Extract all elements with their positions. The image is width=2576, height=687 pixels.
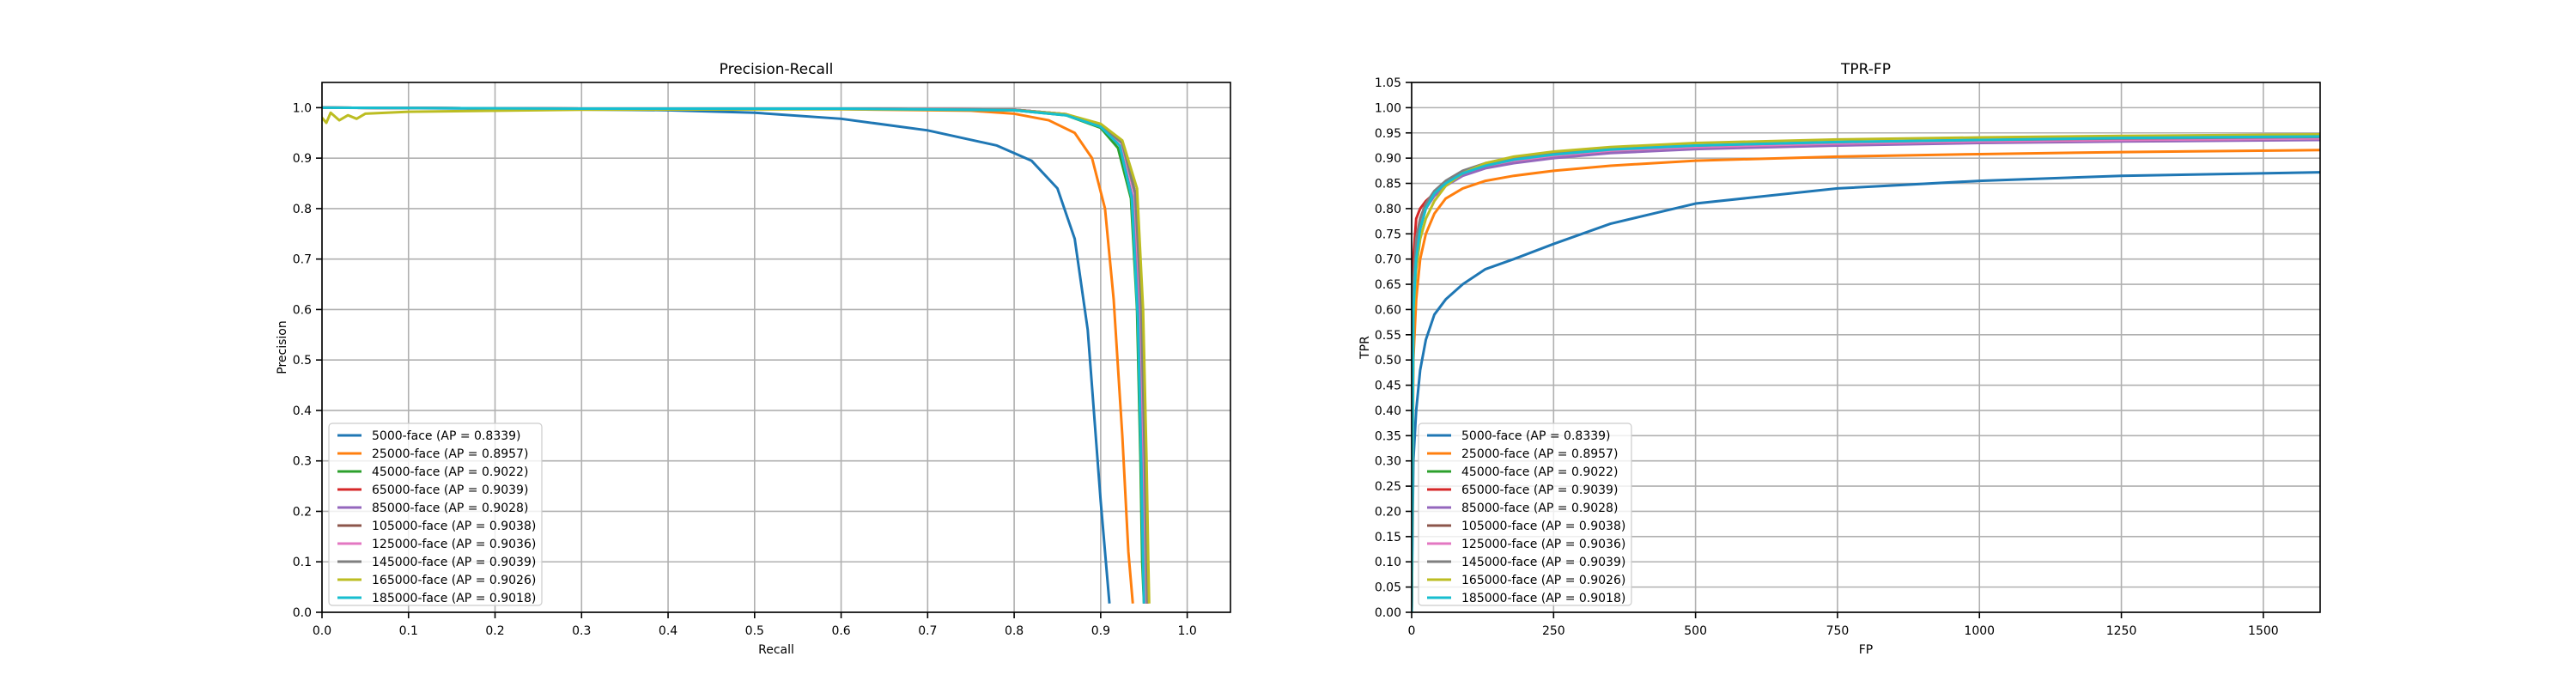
series-line-1 [1412,171,2320,612]
legend-label: 105000-face (AP = 0.9038) [1461,520,1625,533]
series-line-10 [1412,135,2320,612]
series-group [322,106,1151,604]
series-line-9 [1412,133,2320,612]
y-tick-label: 0.3 [293,455,312,469]
x-tick-label: 0.5 [745,624,764,638]
y-tick-label: 0.60 [1375,303,1401,317]
legend-label: 25000-face (AP = 0.8957) [1461,447,1618,461]
x-tick-label: 0.9 [1091,624,1110,638]
x-tick-label: 500 [1684,624,1707,638]
x-tick-label: 0.1 [399,624,418,638]
legend-label: 145000-face (AP = 0.9039) [372,556,536,569]
x-axis-label: Recall [758,643,794,657]
legend-label: 105000-face (AP = 0.9038) [372,520,536,533]
y-tick-label: 0.5 [293,354,312,368]
y-tick-label: 0.25 [1375,480,1401,494]
y-tick-label: 0.2 [293,505,312,519]
legend: 5000-face (AP = 0.8339) 25000-face (AP = … [1418,423,1632,606]
x-tick-label: 0.6 [831,624,850,638]
y-tick-label: 0.90 [1375,152,1401,166]
chart-title: Precision-Recall [720,61,834,78]
y-tick-label: 0.30 [1375,455,1401,469]
y-tick-label: 0.55 [1375,329,1401,343]
y-tick-label: 0.4 [293,404,312,418]
legend-label: 65000-face (AP = 0.9039) [1461,483,1618,497]
legend-label: 45000-face (AP = 0.9022) [1461,465,1618,479]
y-tick-label: 0.70 [1375,253,1401,267]
legend-label: 125000-face (AP = 0.9036) [1461,538,1625,551]
plot-frame [321,82,1231,613]
plot-frame [1411,82,2321,613]
legend-label: 185000-face (AP = 0.9018) [1461,592,1625,605]
x-tick-label: 0.2 [485,624,504,638]
legend: 5000-face (AP = 0.8339) 25000-face (AP = … [328,423,543,606]
y-tick-label: 0.95 [1375,127,1401,141]
legend-label: 165000-face (AP = 0.9026) [1461,574,1625,587]
legend-label: 185000-face (AP = 0.9018) [372,592,536,605]
y-tick-label: 0.45 [1375,380,1401,393]
x-tick-label: 250 [1542,624,1565,638]
y-tick-label: 0.50 [1375,354,1401,368]
chart-title: TPR-FP [1840,61,1891,78]
legend-box [328,423,543,606]
y-tick-label: 0.00 [1375,606,1401,620]
y-tick-label: 0.0 [293,606,312,620]
y-tick-label: 0.15 [1375,531,1401,544]
x-tick-label: 0 [1408,624,1416,638]
x-tick-label: 1000 [1964,624,1995,638]
legend-label: 85000-face (AP = 0.9028) [372,502,528,515]
y-tick-label: 0.9 [293,152,312,166]
x-tick-label: 0.7 [918,624,937,638]
x-tick-label: 0.3 [572,624,591,638]
y-axis-label: TPR [1358,336,1372,360]
y-tick-label: 1.00 [1375,101,1401,115]
y-axis-label: Precision [276,320,289,374]
y-tick-label: 0.6 [293,303,312,317]
x-tick-label: 0.0 [313,624,331,638]
chart-1: 0.0 0.1 0.2 0.3 0.4 0.5 0.6 0.7 0.8 0.9 1.0 0.0 0.1 0… [276,61,1231,657]
y-tick-label: 0.10 [1375,556,1401,569]
y-tick-label: 0.7 [293,253,312,267]
x-tick-label: 0.4 [659,624,677,638]
y-tick-label: 0.85 [1375,178,1401,192]
y-tick-label: 0.8 [293,203,312,216]
y-tick-label: 0.20 [1375,505,1401,519]
y-tick-label: 0.1 [293,556,312,569]
legend-label: 5000-face (AP = 0.8339) [372,429,521,443]
legend-label: 45000-face (AP = 0.9022) [372,465,528,479]
x-axis-label: FP [1859,643,1874,657]
legend-label: 25000-face (AP = 0.8957) [372,447,528,461]
x-tick-label: 1250 [2106,624,2137,638]
legend-label: 85000-face (AP = 0.9028) [1461,502,1618,515]
y-tick-label: 0.80 [1375,203,1401,216]
y-tick-label: 0.65 [1375,278,1401,292]
x-tick-label: 750 [1826,624,1850,638]
y-tick-label: 0.35 [1375,429,1401,443]
y-tick-label: 0.40 [1375,404,1401,418]
y-tick-label: 1.05 [1375,76,1401,90]
chart-2: 0 250 500 750 1000 1250 1500 0.00 0.05 0.10 0.15 0.… [1358,61,2321,657]
legend-label: 145000-face (AP = 0.9039) [1461,556,1625,569]
legend-label: 125000-face (AP = 0.9036) [372,538,536,551]
x-tick-label: 1.0 [1177,624,1196,638]
y-tick-label: 1.0 [293,101,312,115]
legend-label: 165000-face (AP = 0.9026) [372,574,536,587]
legend-label: 65000-face (AP = 0.9039) [372,483,528,497]
y-tick-label: 0.05 [1375,581,1401,595]
series-line-10 [322,106,1145,604]
x-tick-label: 1500 [2248,624,2279,638]
x-tick-label: 0.8 [1005,624,1024,638]
y-tick-label: 0.75 [1375,228,1401,241]
legend-box [1418,423,1632,606]
series-line-2 [1412,149,2320,612]
legend-label: 5000-face (AP = 0.8339) [1461,429,1611,443]
series-group [1412,133,2320,612]
